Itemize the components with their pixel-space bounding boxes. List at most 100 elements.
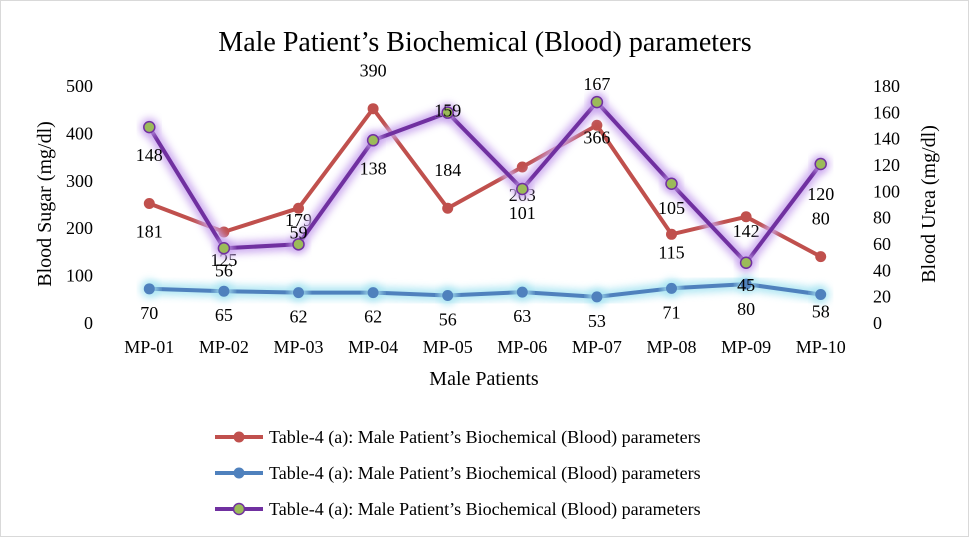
series-line: [147, 100, 823, 265]
y2-tick-label: 80: [873, 208, 891, 228]
x-tick-label: MP-05: [423, 337, 473, 357]
data-label: 65: [215, 305, 233, 325]
x-axis-label: Male Patients: [429, 368, 539, 390]
data-point: [367, 287, 379, 299]
y2-tick-label: 60: [873, 234, 891, 254]
data-point: [217, 242, 231, 255]
data-label: 148: [136, 145, 163, 165]
data-label: 159: [434, 101, 461, 121]
legend: Table-4 (a): Male Patient’s Biochemical …: [215, 427, 701, 520]
legend-marker: [232, 502, 246, 516]
y2-tick-label: 20: [873, 287, 891, 307]
data-label: 62: [364, 307, 382, 327]
y-axis-label: Blood Sugar (mg/dl): [34, 121, 56, 287]
y2-axis-label: Blood Urea (mg/dl): [918, 125, 940, 283]
data-label: 184: [434, 160, 461, 180]
data-point: [740, 211, 752, 223]
data-point: [293, 287, 304, 299]
data-label: 181: [136, 222, 163, 242]
data-label: 45: [737, 275, 755, 295]
legend-marker: [233, 467, 245, 479]
data-label: 56: [215, 260, 233, 280]
data-label: 125: [210, 250, 237, 270]
data-point: [591, 291, 603, 303]
legend-label: Table-4 (a): Male Patient’s Biochemical …: [269, 427, 701, 448]
data-point: [442, 202, 454, 214]
x-tick-label: MP-06: [497, 337, 547, 357]
legend-item: Table-4 (a): Male Patient’s Biochemical …: [215, 499, 701, 520]
y-tick-label: 100: [66, 266, 93, 286]
y2-tick-label: 120: [873, 155, 900, 175]
x-tick-label: MP-02: [199, 337, 249, 357]
data-label: 56: [439, 309, 457, 329]
y-axis-right: 0 20 40 60 80 100 120 140 160 180: [873, 76, 900, 333]
data-point: [739, 256, 753, 269]
x-tick-label: MP-10: [796, 337, 846, 357]
data-label: 58: [812, 302, 830, 322]
data-label: 366: [583, 127, 610, 147]
data-point: [815, 289, 827, 301]
data-point: [814, 157, 827, 171]
data-point: [293, 202, 304, 214]
legend-label: Table-4 (a): Male Patient’s Biochemical …: [269, 463, 701, 484]
data-point: [367, 103, 379, 115]
series-2: 70 65 62 62 56 63 53 71 80 58: [140, 275, 830, 331]
y2-tick-label: 180: [873, 76, 900, 96]
data-label: 63: [513, 306, 531, 326]
data-point: [143, 283, 155, 295]
x-tick-label: MP-09: [721, 337, 771, 357]
data-point: [366, 134, 380, 147]
y-tick-label: 0: [84, 313, 93, 333]
data-point: [815, 251, 827, 263]
data-label: 53: [588, 311, 606, 331]
data-point: [666, 282, 677, 294]
y-tick-label: 500: [66, 76, 93, 96]
y-tick-label: 400: [66, 123, 93, 143]
data-label: 167: [583, 74, 610, 94]
data-label: 80: [737, 299, 755, 319]
data-point: [292, 238, 305, 251]
y2-tick-label: 40: [873, 260, 891, 280]
y-tick-label: 300: [66, 171, 93, 191]
data-label: 59: [290, 222, 308, 242]
data-label: 120: [807, 184, 834, 204]
x-tick-label: MP-04: [348, 337, 398, 357]
y2-tick-label: 140: [873, 129, 900, 149]
data-label: 62: [290, 307, 308, 327]
y2-tick-label: 100: [873, 181, 900, 201]
data-label: 138: [360, 158, 387, 178]
legend-item: Table-4 (a): Male Patient’s Biochemical …: [215, 427, 701, 448]
data-label: 115: [658, 242, 684, 262]
data-point: [516, 182, 529, 196]
data-point: [516, 161, 528, 173]
data-point: [441, 106, 454, 119]
data-point: [591, 119, 603, 131]
data-label: 71: [663, 302, 681, 322]
legend-label: Table-4 (a): Male Patient’s Biochemical …: [269, 499, 701, 520]
data-point: [516, 286, 528, 298]
y-axis-left: 0 100 200 300 400 500: [66, 76, 93, 333]
series-glow: [144, 96, 826, 269]
legend-marker: [233, 431, 245, 443]
data-point: [590, 95, 604, 109]
data-label: 70: [140, 303, 158, 323]
series-line: [149, 282, 821, 299]
data-label: 80: [812, 209, 830, 229]
series-3: 148 56 59 138 159 101 167 105 45 120: [136, 74, 834, 295]
data-label: 142: [733, 221, 760, 241]
x-tick-label: MP-07: [572, 337, 622, 357]
data-point: [740, 278, 752, 290]
x-axis: MP-01 MP-02 MP-03 MP-04 MP-05 MP-06 MP-07 MP-08…: [124, 337, 845, 357]
data-point: [218, 285, 230, 297]
legend-item: Table-4 (a): Male Patient’s Biochemical …: [215, 463, 701, 484]
x-tick-label: MP-01: [124, 337, 174, 357]
chart-title: Male Patient’s Biochemical (Blood) param…: [218, 27, 751, 58]
data-label: 390: [360, 61, 387, 81]
data-point: [143, 198, 155, 209]
data-point: [143, 120, 156, 134]
y2-tick-label: 0: [873, 313, 882, 333]
plot-area: 1811251793901842633661151428070656262566…: [136, 61, 834, 331]
y-tick-label: 200: [66, 218, 93, 238]
